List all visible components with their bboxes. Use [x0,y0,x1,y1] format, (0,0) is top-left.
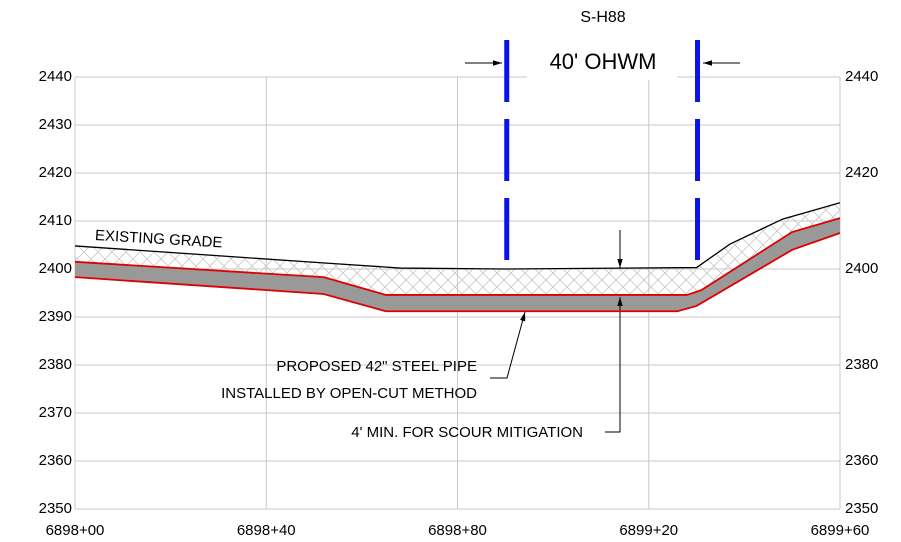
series-line [74,202,841,270]
x-tick-label: 6899+60 [811,522,870,539]
y-tick-label: 2420 [39,164,72,181]
series-line [74,217,841,296]
x-tick-label: 6898+40 [237,522,296,539]
title: S-H88 [580,9,625,26]
series-line [74,232,841,313]
y2-tick-label: 2360 [845,452,878,469]
y2-tick-label: 2420 [845,164,878,181]
y-tick-label: 2350 [39,500,72,517]
y2-tick-label: 2440 [845,68,878,85]
series-label: EXISTING GRADE [95,227,223,252]
y-tick-label: 2430 [39,116,72,133]
y-tick-label: 2400 [39,260,72,277]
leader [605,297,623,433]
ohwm-label: 40' OHWM [550,49,657,74]
pipe-fill [75,218,840,312]
y-tick-label: 2360 [39,452,72,469]
background-layer: 2350 2360 2370 2380 2390 2400 2410 2420 2430 2440… [39,68,879,539]
y2-tick-label: 2380 [845,356,878,373]
annotation: INSTALLED BY OPEN-CUT METHOD [221,385,477,402]
annotation: 4' MIN. FOR SCOUR MITIGATION [351,424,583,441]
y2-tick-label: 2350 [845,500,878,517]
y-tick-label: 2370 [39,404,72,421]
y-tick-label: 2390 [39,308,72,325]
x-tick-label: 6898+00 [46,522,105,539]
y-tick-label: 2410 [39,212,72,229]
label-bg [527,46,677,80]
hatch-fill [75,202,840,295]
x-tick-label: 6898+80 [428,522,487,539]
x-tick-label: 6899+20 [619,522,678,539]
annotation: PROPOSED 42" STEEL PIPE [276,358,477,375]
leader [490,311,526,379]
y-tick-label: 2380 [39,356,72,373]
y2-tick-label: 2400 [845,260,878,277]
y-tick-label: 2440 [39,68,72,85]
